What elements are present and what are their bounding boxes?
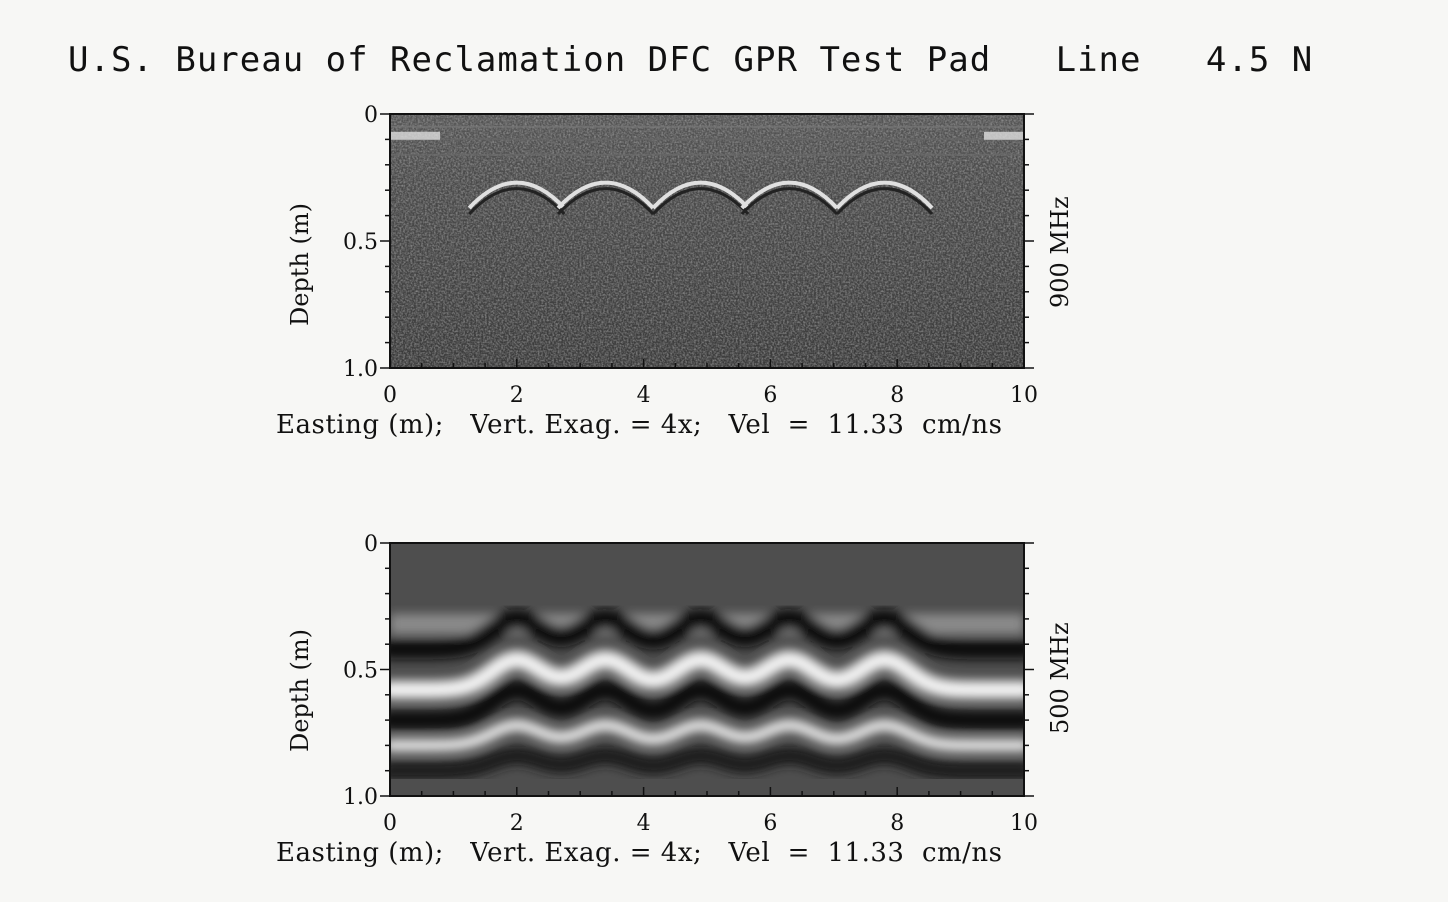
radargram-plot: 0 2 4 6 8 10 0 0.5 1.0 <box>343 103 1038 408</box>
x-tick-label: 8 <box>890 383 904 408</box>
hyperbola-shadow <box>740 187 839 216</box>
x-tick-label: 10 <box>1010 383 1038 408</box>
y-tick-label: 0 <box>364 103 378 128</box>
edge-artifact <box>984 131 1024 140</box>
x-tick-label: 2 <box>510 811 524 836</box>
x-tick-label: 2 <box>510 383 524 408</box>
hyperbola-arcs <box>467 180 934 216</box>
hyperbola-reflection <box>651 180 750 210</box>
x-tick-label: 10 <box>1010 811 1038 836</box>
surface-bands <box>390 125 1024 156</box>
reflection-wave <box>390 679 1024 731</box>
x-axis-caption: Easting (m); Vert. Exag. = 4x; Vel = 11.… <box>276 838 1003 868</box>
axis-ticks: 0 2 4 6 8 10 0 0.5 1.0 <box>343 103 1038 408</box>
hyperbola-reflection <box>556 180 655 210</box>
hyperbola-shadow <box>556 187 655 216</box>
hyperbola-reflection <box>740 180 839 210</box>
y-axis-label: Depth (m) <box>286 628 314 752</box>
x-tick-label: 0 <box>383 383 397 408</box>
axis-ticks: 0 2 4 6 8 10 0 0.5 1.0 <box>343 532 1038 836</box>
hyperbola-reflection <box>835 180 934 210</box>
hyperbola-shadow <box>652 187 750 216</box>
x-tick-label: 4 <box>637 383 651 408</box>
hyperbola-shadow <box>468 187 566 216</box>
y-tick-label: 0.5 <box>343 659 378 684</box>
reflection-wave <box>390 719 1024 752</box>
page-title: U.S. Bureau of Reclamation DFC GPR Test … <box>68 40 1314 80</box>
reflection-wave <box>390 608 1024 660</box>
reflection-wave <box>390 650 1024 699</box>
reflection-wave <box>390 746 1024 780</box>
x-tick-label: 6 <box>763 383 777 408</box>
frequency-label: 500 MHz <box>1046 622 1074 734</box>
x-tick-label: 6 <box>763 811 777 836</box>
y-tick-label: 0.5 <box>343 230 378 255</box>
hyperbola-reflection <box>467 180 566 210</box>
y-tick-label: 1.0 <box>343 785 378 810</box>
x-axis-caption: Easting (m); Vert. Exag. = 4x; Vel = 11.… <box>276 410 1003 440</box>
radargram-noise <box>390 114 1024 368</box>
y-tick-label: 1.0 <box>343 357 378 382</box>
hyperbola-shadow <box>835 187 934 216</box>
x-tick-label: 8 <box>890 811 904 836</box>
x-tick-label: 0 <box>383 811 397 836</box>
reflection-bands <box>390 608 1024 780</box>
edge-artifact <box>390 131 440 140</box>
x-tick-label: 4 <box>637 811 651 836</box>
gpr-panel-500mhz: 0 2 4 6 8 10 0 0.5 1.0 Depth (m) 500 MHz Easting… <box>0 0 1448 868</box>
y-tick-label: 0 <box>364 532 378 557</box>
gpr-panel-900mhz: 0 2 4 6 8 10 0 0.5 1.0 Depth (m) 900 MHz Easting… <box>0 0 1448 440</box>
